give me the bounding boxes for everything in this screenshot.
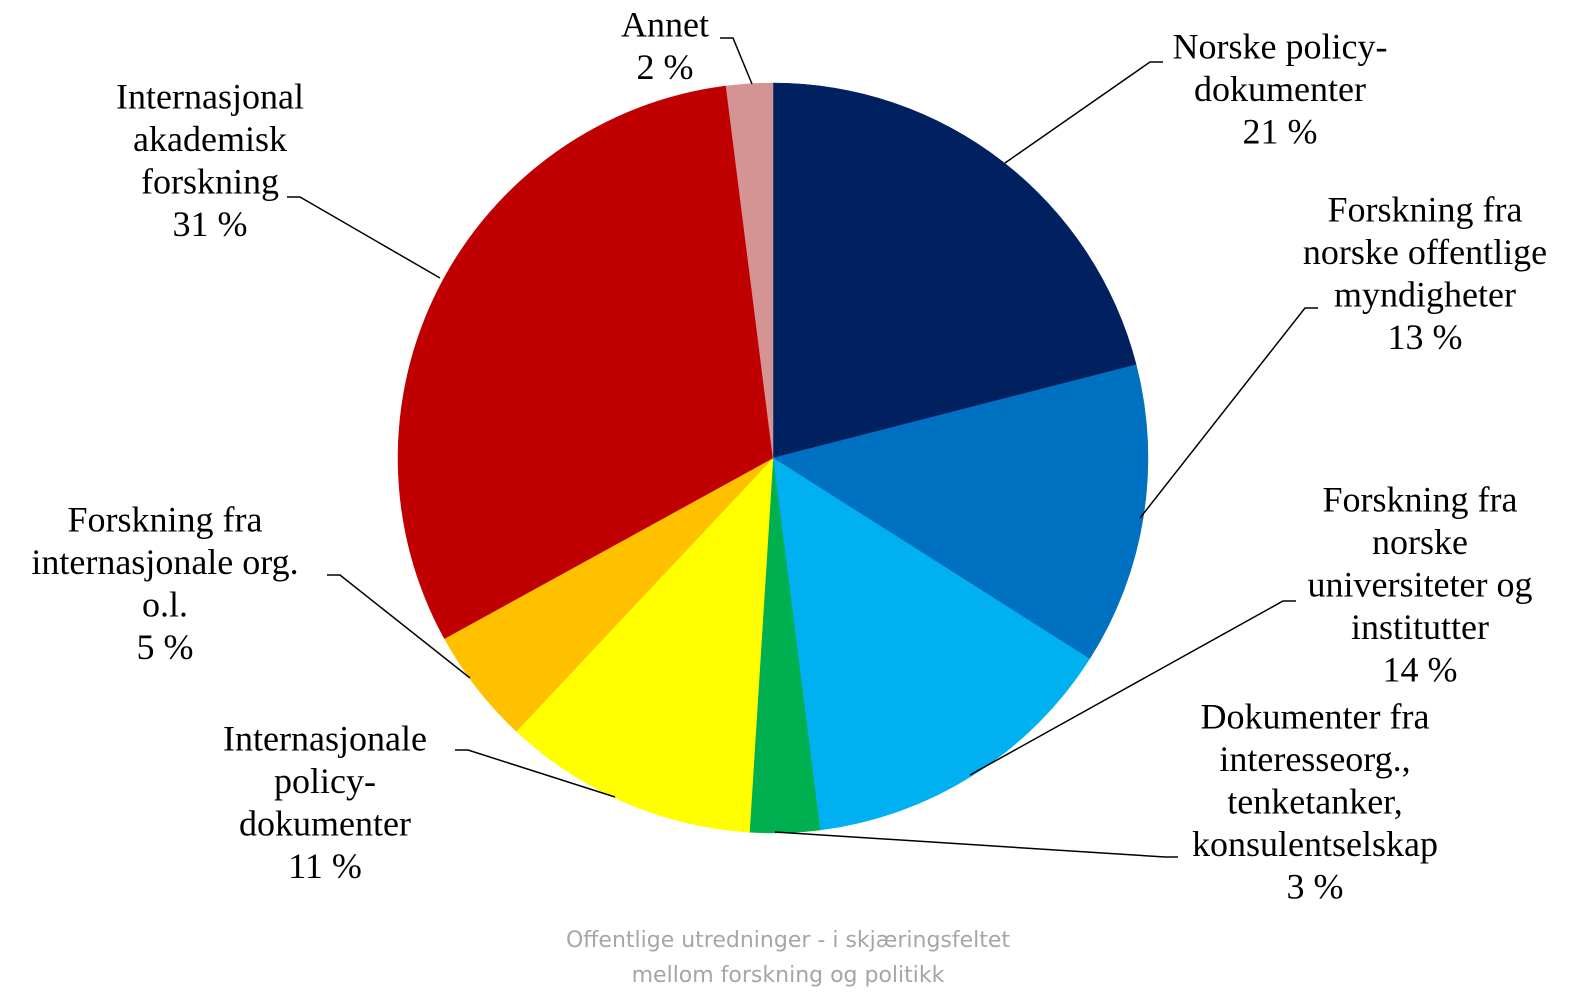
slice-label: Dokumenter fra: [1201, 696, 1430, 736]
slice-label: dokumenter: [1194, 69, 1366, 109]
slice-label: institutter: [1351, 607, 1489, 647]
slice-label: Annet: [621, 4, 709, 44]
slice-label: Forskning fra: [1328, 189, 1523, 229]
pie-slice: [772, 82, 1137, 459]
pie-slice: [772, 364, 1149, 660]
slice-label: akademisk: [133, 119, 287, 159]
pie-slice: [772, 457, 1090, 831]
slice-label: norske offentlige: [1303, 232, 1547, 272]
slice-label: myndigheter: [1334, 274, 1516, 314]
slice-label: policy-: [274, 761, 376, 801]
value-label: 31 %: [173, 204, 248, 244]
slice-label: interesseorg.,: [1219, 739, 1410, 779]
slice-label: universiteter og: [1308, 564, 1533, 604]
pie-slice: [725, 82, 774, 459]
pie-slice: [515, 457, 774, 833]
slice-label: norske: [1372, 522, 1468, 562]
value-label: 11 %: [288, 846, 362, 886]
slice-label: Internasjonal: [116, 76, 304, 116]
leader-line: [720, 37, 753, 85]
slice-label: internasjonale org.: [31, 542, 298, 582]
footer-line: Offentlige utredninger - i skjæringsfelt…: [566, 928, 1010, 953]
slice-label: o.l.: [142, 584, 188, 624]
value-label: 13 %: [1388, 317, 1463, 357]
leader-line: [287, 196, 441, 279]
slice-label: Forskning fra: [68, 499, 263, 539]
value-label: 21 %: [1243, 111, 1318, 151]
value-label: 14 %: [1383, 649, 1458, 689]
slice-label: Internasjonale: [223, 718, 427, 758]
leader-line: [969, 600, 1296, 776]
leader-line: [327, 574, 471, 679]
leader-line: [1004, 61, 1163, 164]
leader-line: [1139, 307, 1318, 519]
value-label: 3 %: [1287, 866, 1344, 906]
value-label: 2 %: [637, 47, 694, 87]
leader-line: [774, 831, 1178, 858]
slice-label: tenketanker,: [1227, 781, 1402, 821]
slice-label: dokumenter: [239, 803, 411, 843]
slice-label: konsulentselskap: [1192, 824, 1438, 864]
leader-line: [455, 749, 616, 798]
pie-slice: [397, 85, 774, 639]
slice-label: Forskning fra: [1323, 479, 1518, 519]
slice-label: Norske policy-: [1173, 26, 1388, 66]
value-label: 5 %: [137, 627, 194, 667]
footer-line: mellom forskning og politikk: [632, 963, 945, 988]
slice-label: forskning: [141, 161, 279, 201]
